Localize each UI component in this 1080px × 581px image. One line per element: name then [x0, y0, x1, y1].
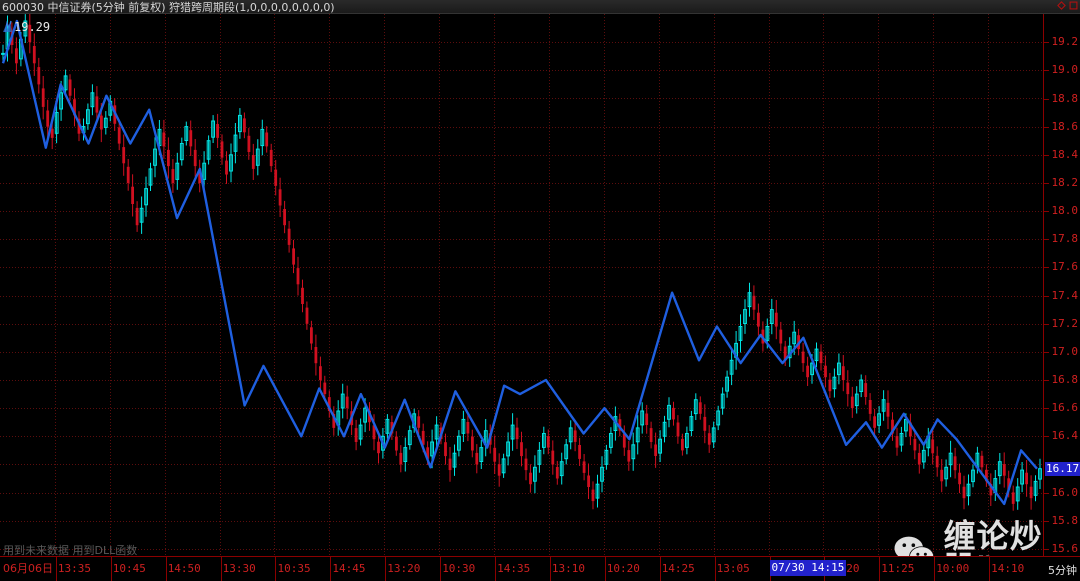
price-tick-label: 18.0	[1051, 204, 1079, 218]
time-tick-label: 14:50	[167, 562, 201, 575]
price-tick	[1044, 267, 1049, 269]
wechat-icon	[894, 536, 935, 556]
price-tick-label: 18.4	[1051, 147, 1079, 161]
price-tick-label: 16.4	[1051, 429, 1079, 443]
window-icon-group	[1057, 1, 1078, 10]
price-tick	[1044, 549, 1049, 550]
diamond-icon[interactable]	[1057, 1, 1066, 10]
chart-plot-area[interactable]: 19.29 用到未来数据 用到DLL函数 15:59 缠论炒股	[0, 14, 1043, 556]
time-tick-label: 10:00	[936, 562, 970, 575]
window-title-bar: 600030 中信证券(5分钟 前复权) 狩猎跨周期段(1,0,0,0,0,0,…	[0, 0, 1080, 14]
watermark-text: 缠论炒股	[943, 517, 1043, 556]
time-tick-label: 10:20	[606, 562, 640, 575]
price-tick	[1044, 239, 1049, 241]
time-axis-separator	[384, 557, 386, 581]
price-tick-label: 19.0	[1051, 63, 1079, 77]
time-axis-separator	[55, 557, 57, 581]
chart-title: 600030 中信证券(5分钟 前复权) 狩猎跨周期段(1,0,0,0,0,0,…	[2, 0, 335, 14]
price-tick	[1044, 436, 1049, 438]
status-note: 用到未来数据 用到DLL函数	[3, 544, 138, 556]
time-axis-separator	[604, 557, 606, 581]
price-tick	[1044, 211, 1049, 213]
time-axis-separator	[439, 557, 441, 581]
price-tick-label: 16.6	[1051, 401, 1079, 415]
price-tick-label: 17.4	[1051, 288, 1079, 302]
price-tick	[1044, 380, 1049, 381]
price-tick	[1044, 42, 1049, 44]
grid-layer	[0, 14, 1043, 556]
price-tick	[1044, 492, 1049, 494]
cursor-time-stamp: 15:59	[958, 553, 991, 556]
time-tick-label: 13:10	[551, 562, 586, 575]
price-tick-label: 17.2	[1051, 316, 1079, 330]
time-tick-label: 10:35	[277, 562, 311, 575]
price-tick-label: 18.2	[1051, 175, 1079, 189]
time-axis-separator	[549, 557, 551, 581]
time-axis-separator	[714, 557, 716, 581]
price-tick	[1044, 295, 1049, 297]
time-axis-separator	[878, 557, 880, 581]
time-tick-label: 14:35	[497, 562, 531, 575]
time-tick-label: 14:10	[991, 562, 1025, 575]
time-axis-separator	[933, 557, 935, 581]
time-axis-separator	[329, 557, 331, 581]
time-tick-label: 11:25	[881, 562, 915, 575]
price-tick-label: 18.6	[1051, 119, 1079, 133]
square-icon[interactable]	[1069, 1, 1078, 10]
price-tick-label: 16.0	[1051, 485, 1079, 499]
price-tick	[1044, 126, 1049, 128]
time-tick-label: 14:25	[661, 562, 695, 575]
price-tick-label: 17.0	[1051, 344, 1079, 358]
price-tick	[1044, 408, 1049, 410]
price-tick	[1044, 70, 1049, 72]
time-axis-separator	[494, 557, 496, 581]
price-tick-label: 15.8	[1051, 513, 1079, 527]
last-price-label: 19.29	[14, 20, 50, 34]
time-axis-separator	[220, 557, 222, 581]
time-tick-label: 13:05	[716, 562, 750, 575]
price-tick	[1044, 182, 1049, 184]
price-tick-label: 15.6	[1051, 542, 1079, 555]
time-tick-label: 13:35	[57, 562, 92, 575]
price-tick	[1044, 520, 1049, 522]
price-tick-label: 17.6	[1051, 260, 1079, 274]
time-highlight-label: 07/30 14:15	[769, 560, 847, 576]
time-axis-separator	[110, 557, 112, 581]
price-tick-label: 19.2	[1051, 35, 1079, 49]
time-axis-separator	[274, 557, 276, 581]
price-highlight-label: 16.17	[1045, 461, 1080, 476]
price-tick	[1044, 351, 1049, 353]
time-tick-label: 06月06日	[3, 562, 53, 575]
last-price-value: 19.29	[14, 20, 51, 34]
price-tick-label: 18.8	[1051, 91, 1079, 105]
time-tick-label: 10:30	[442, 562, 476, 575]
price-tick	[1044, 154, 1049, 156]
time-axis-separator	[165, 557, 167, 581]
price-axis[interactable]: 19.2 19.0 18.8 18.6 18.4 18.2 18.0 17.8 17.6 17.4…	[1043, 14, 1080, 556]
time-tick-label: 13:20	[387, 562, 421, 575]
time-tick-label: 14:45	[332, 562, 366, 575]
period-label: 5分钟	[1048, 564, 1077, 577]
price-tick	[1044, 98, 1049, 100]
time-axis-separator	[988, 557, 990, 581]
time-axis[interactable]: 06月06日 13:35 10:45 14:50 13:30 10:35 14:45 13:2…	[0, 556, 1080, 581]
price-tick	[1044, 323, 1049, 325]
time-tick-label: 10:45	[112, 562, 146, 575]
last-price-marker-icon	[3, 20, 12, 33]
price-tick-label: 16.8	[1051, 373, 1079, 386]
time-tick-label: 13:30	[222, 562, 256, 575]
price-tick-label: 17.8	[1051, 232, 1079, 246]
segment-line-series	[1, 19, 1038, 506]
watermark: 缠论炒股	[893, 520, 1043, 556]
time-axis-separator	[659, 557, 661, 581]
